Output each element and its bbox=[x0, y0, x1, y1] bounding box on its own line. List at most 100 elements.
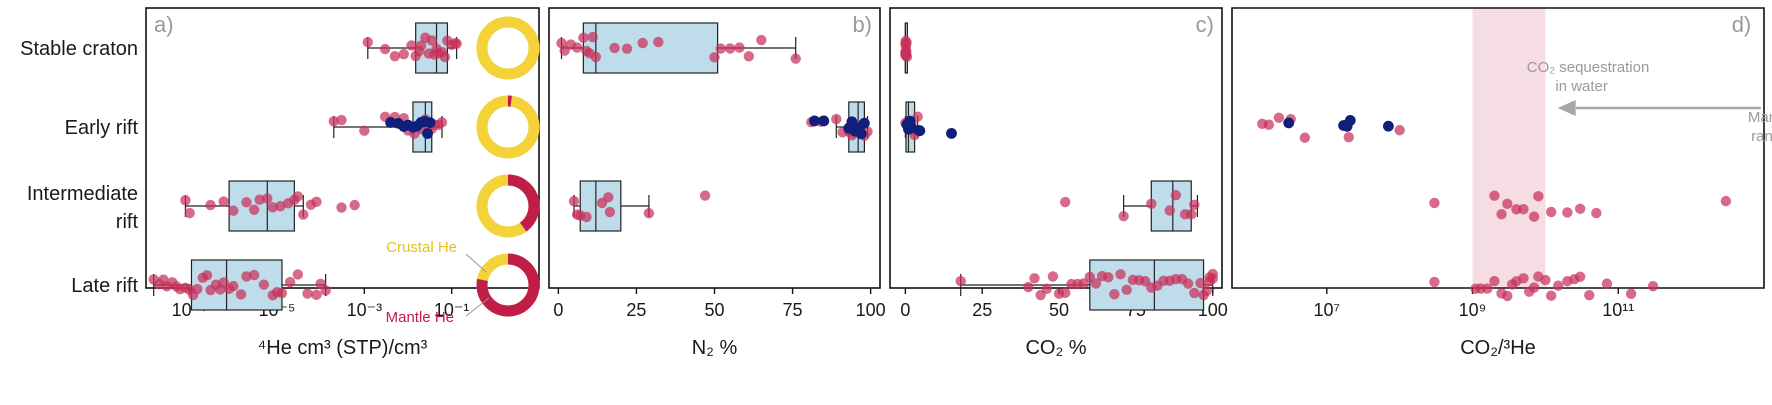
data-point bbox=[1299, 132, 1311, 143]
data-point bbox=[205, 199, 216, 211]
data-point-early-rift bbox=[1382, 120, 1394, 132]
data-point bbox=[643, 208, 655, 219]
data-point bbox=[709, 52, 720, 63]
sequestration-label: CO₂ sequestration bbox=[1527, 59, 1650, 76]
data-point bbox=[1263, 119, 1275, 130]
data-point bbox=[320, 285, 331, 296]
data-point bbox=[743, 51, 755, 62]
panel-frame bbox=[1232, 8, 1764, 288]
data-point bbox=[756, 34, 767, 46]
data-point bbox=[362, 37, 373, 48]
panel-label: b) bbox=[852, 12, 872, 37]
data-point bbox=[637, 37, 648, 49]
data-point bbox=[715, 43, 726, 54]
data-point bbox=[578, 32, 589, 43]
data-point bbox=[609, 42, 620, 54]
data-point bbox=[1601, 278, 1613, 289]
data-point bbox=[1591, 207, 1602, 219]
data-point bbox=[228, 205, 239, 216]
data-point-early-rift bbox=[422, 128, 433, 139]
data-point bbox=[248, 204, 260, 215]
data-point bbox=[571, 42, 583, 53]
data-point bbox=[336, 114, 347, 126]
data-point bbox=[349, 199, 360, 211]
data-point bbox=[1489, 275, 1500, 287]
x-tick-label: 25 bbox=[626, 300, 646, 320]
data-point bbox=[451, 38, 462, 49]
data-point bbox=[1429, 276, 1440, 288]
data-point bbox=[254, 194, 265, 205]
data-point bbox=[587, 31, 598, 43]
data-point bbox=[262, 193, 273, 204]
data-point bbox=[1394, 125, 1405, 136]
data-point bbox=[1204, 275, 1215, 287]
mantle-range-label: range bbox=[1751, 128, 1772, 145]
x-tick-label: 0 bbox=[553, 300, 563, 320]
row-label: Early rift bbox=[65, 117, 139, 139]
data-point bbox=[1189, 287, 1200, 299]
data-point-early-rift bbox=[809, 115, 820, 127]
mantle-range-band bbox=[1472, 8, 1546, 288]
donut-crustal bbox=[476, 95, 540, 159]
row-label: rift bbox=[116, 211, 139, 233]
data-point bbox=[1078, 278, 1089, 289]
data-point bbox=[1189, 199, 1200, 210]
data-point bbox=[1170, 189, 1182, 201]
x-axis-label: CO₂ % bbox=[1025, 337, 1086, 359]
data-point bbox=[258, 279, 270, 290]
data-point-early-rift bbox=[424, 117, 436, 129]
x-tick-label: 0 bbox=[900, 300, 910, 320]
donut-mantle bbox=[476, 253, 540, 317]
data-point bbox=[235, 289, 247, 300]
iqr-box bbox=[228, 180, 295, 232]
data-point bbox=[1023, 281, 1034, 293]
data-point bbox=[292, 269, 304, 280]
data-point bbox=[1164, 205, 1175, 216]
data-point bbox=[218, 196, 229, 207]
data-point bbox=[1502, 198, 1513, 210]
data-point bbox=[1489, 190, 1500, 201]
data-point bbox=[1195, 277, 1206, 289]
data-point bbox=[590, 51, 602, 63]
data-point bbox=[359, 125, 370, 136]
mantle-he-label: Mantle He bbox=[386, 309, 454, 326]
x-axis-label: ⁴He cm³ (STP)/cm³ bbox=[258, 337, 428, 359]
data-point bbox=[568, 195, 580, 207]
data-point bbox=[1060, 287, 1071, 299]
data-point bbox=[1060, 196, 1071, 208]
data-point bbox=[302, 288, 313, 299]
data-point bbox=[901, 37, 912, 48]
data-point bbox=[1540, 274, 1551, 286]
data-point bbox=[1482, 283, 1493, 294]
data-point bbox=[436, 117, 448, 128]
data-point bbox=[724, 43, 736, 54]
data-point bbox=[389, 51, 401, 62]
data-point bbox=[831, 113, 842, 125]
data-point-early-rift bbox=[858, 117, 870, 129]
mantle-range-label: Mantle bbox=[1748, 109, 1772, 126]
data-point bbox=[1109, 289, 1120, 300]
data-point bbox=[415, 40, 427, 51]
data-point bbox=[248, 269, 260, 281]
data-point bbox=[426, 35, 437, 46]
x-tick-label: 10⁷ bbox=[1314, 300, 1341, 320]
x-tick-label: 10¹¹ bbox=[1602, 300, 1634, 320]
data-point bbox=[284, 276, 296, 288]
data-point bbox=[1090, 278, 1102, 289]
x-tick-label: 10⁹ bbox=[1459, 300, 1487, 320]
data-point bbox=[398, 48, 409, 60]
data-point-early-rift bbox=[1344, 115, 1356, 126]
data-point-early-rift bbox=[1283, 117, 1295, 129]
x-tick-label: 75 bbox=[783, 300, 803, 320]
data-point bbox=[604, 206, 616, 218]
data-point bbox=[621, 43, 633, 54]
data-point bbox=[1029, 273, 1040, 284]
x-tick-label: 25 bbox=[972, 300, 992, 320]
data-point bbox=[1047, 271, 1059, 282]
data-point bbox=[201, 270, 213, 281]
data-point bbox=[653, 36, 664, 48]
data-point bbox=[184, 207, 195, 219]
panel-label: c) bbox=[1196, 12, 1214, 37]
